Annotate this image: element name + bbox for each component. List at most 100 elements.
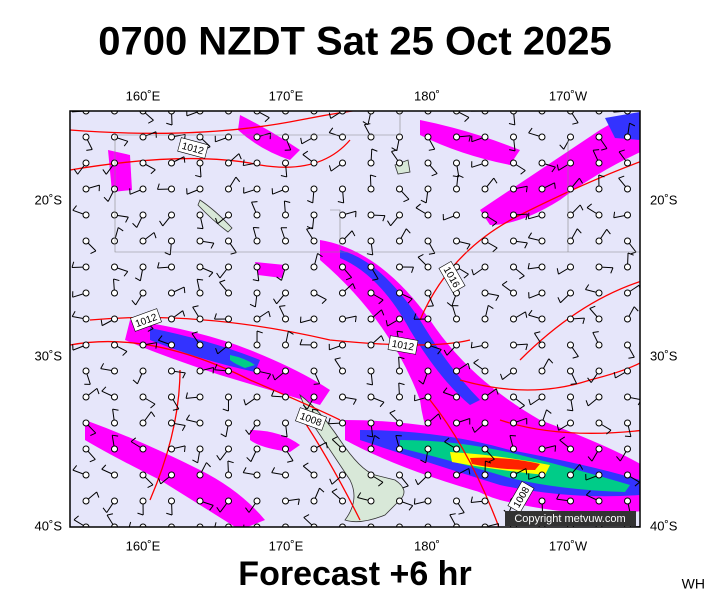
wind-barb <box>215 341 232 355</box>
wind-barb <box>72 289 90 298</box>
wind-barb <box>481 177 498 193</box>
wind-barb <box>470 341 489 349</box>
barb-flag <box>457 174 464 179</box>
barb-flag <box>629 122 636 127</box>
barb-station <box>253 341 261 349</box>
barb-flag <box>525 214 528 221</box>
barb-flag <box>500 373 503 380</box>
barb-station <box>82 367 90 375</box>
barb-station <box>282 445 289 453</box>
wind-barb <box>243 393 261 406</box>
barb-flag <box>458 512 465 515</box>
lon-label-bottom: 170˚E <box>269 538 304 553</box>
barb-station <box>82 393 90 401</box>
wind-barb <box>271 467 289 479</box>
wind-barb <box>72 341 90 351</box>
barb-station <box>168 211 175 219</box>
wind-barb <box>334 357 346 375</box>
barb-station <box>196 289 204 297</box>
wind-barb <box>585 284 603 297</box>
barb-flag <box>242 159 245 166</box>
barb-station <box>538 133 546 141</box>
barb-station <box>139 263 147 271</box>
wind-barb <box>101 386 118 401</box>
wind-barb <box>196 462 211 479</box>
barb-flag <box>100 319 103 326</box>
wind-barb <box>595 174 605 193</box>
barb-station <box>339 497 346 505</box>
barb-station <box>481 263 489 271</box>
wind-barb <box>306 211 318 230</box>
barb-station <box>282 419 289 427</box>
wind-barb <box>252 227 261 245</box>
barb-flag <box>390 536 395 540</box>
wind-barb <box>302 393 318 410</box>
barb-station <box>481 471 489 479</box>
wind-barb <box>196 237 215 249</box>
barb-flag <box>466 243 471 250</box>
wind-barb <box>453 497 465 515</box>
barb-flag <box>634 481 640 487</box>
barb-flag <box>398 356 405 360</box>
wind-barb <box>157 262 175 271</box>
barb-station <box>567 419 574 427</box>
wind-barb <box>367 174 377 193</box>
barb-station <box>225 367 232 375</box>
wind-barb <box>130 437 147 453</box>
barb-station <box>82 445 90 453</box>
barb-flag <box>216 272 221 279</box>
barb-flag <box>582 527 584 533</box>
barb-flag <box>166 122 173 126</box>
barb-flag <box>267 373 272 380</box>
barb-station <box>424 497 432 505</box>
wind-barb <box>214 313 232 323</box>
wind-barb <box>510 311 528 323</box>
wind-barb <box>225 153 242 167</box>
barb-station <box>82 315 90 323</box>
barb-flag <box>123 141 129 147</box>
isobar-label: 1012 <box>387 335 419 355</box>
barb-flag <box>242 467 247 473</box>
barb-station <box>253 289 261 297</box>
barb-flag <box>100 363 105 369</box>
barb-station <box>624 445 631 453</box>
barb-flag <box>102 101 106 106</box>
barb-station <box>538 393 546 401</box>
wind-barb <box>424 133 436 151</box>
wind-barb <box>111 278 120 297</box>
barb-station <box>253 445 261 453</box>
barb-station <box>196 185 204 193</box>
barb-flag <box>276 276 282 281</box>
barb-flag <box>411 266 414 273</box>
barb-station <box>453 341 460 349</box>
barb-station <box>225 497 232 505</box>
barb-flag <box>281 435 288 438</box>
isobar-label-box <box>387 335 419 355</box>
wind-barb <box>528 289 546 299</box>
barb-station <box>538 315 546 323</box>
wind-barb <box>510 468 528 479</box>
wind-barb <box>453 237 471 250</box>
wind-barb <box>302 150 318 167</box>
barb-station <box>624 211 631 219</box>
wind-barb <box>613 211 631 219</box>
wind-barb <box>168 286 186 297</box>
wind-barb <box>585 471 603 481</box>
barb-station <box>139 367 147 375</box>
barb-flag <box>213 526 214 527</box>
barb-station <box>510 133 517 141</box>
land <box>197 159 411 523</box>
barb-station <box>225 133 232 141</box>
barb-flag <box>444 437 450 443</box>
wind-barb <box>481 237 498 253</box>
barb-flag <box>71 261 75 268</box>
barb-flag <box>313 383 320 385</box>
wind-barb <box>214 364 232 375</box>
barb-station <box>111 211 118 219</box>
wind-barb <box>71 311 90 323</box>
barb-station <box>139 185 147 193</box>
barb-flag <box>379 401 385 408</box>
barb-flag <box>329 478 333 485</box>
barb-flag <box>582 317 585 325</box>
barb-station <box>111 133 118 141</box>
